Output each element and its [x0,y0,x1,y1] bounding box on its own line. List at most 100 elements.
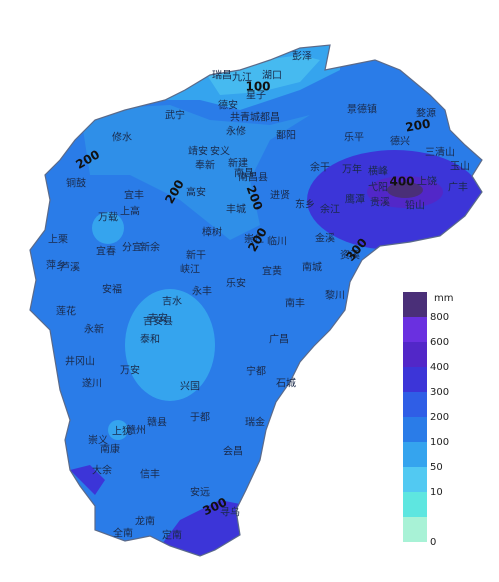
place-name: 余干 [310,161,330,174]
place-name: 彭泽 [292,50,312,63]
place-name: 定南 [162,529,182,542]
place-name: 丰城 [226,203,246,216]
place-name: 上犹 [112,426,132,438]
legend-label: 400 [430,362,449,373]
place-name: 安远 [190,486,210,499]
zone-dayu [70,465,105,495]
place-name: 龙南 [135,515,155,528]
place-name: 共青城 [230,111,260,124]
place-name: 万年 [342,163,362,176]
place-name: 崇仁 [244,234,264,246]
place-name: 鄱阳 [276,129,296,142]
place-name: 横峰 [368,165,388,178]
place-name: 吉安 [148,312,168,325]
place-name: 安义 [210,145,230,158]
place-name: 崇义 [88,435,108,447]
legend-label: 800 [430,312,449,323]
place-name: 吉安县 [143,315,173,328]
legend-label: 300 [430,387,449,398]
place-name: 芦溪 [60,262,80,274]
place-name: 宜春 [96,245,116,258]
place-name: 铜鼓 [66,177,86,190]
place-name: 新干 [186,249,206,262]
place-name: 上高 [120,205,140,218]
place-name: 万载 [98,212,118,224]
zone-core [387,182,423,198]
legend-swatch [403,417,427,442]
place-name: 星子 [246,90,266,102]
place-name: 进贤 [270,190,290,202]
legend-swatch [403,342,427,367]
legend-label: 10 [430,487,443,498]
contour-label: 200 [404,116,431,134]
place-name: 广丰 [448,181,468,194]
place-name: 南昌县 [238,171,268,184]
place-name: 德安 [218,99,238,112]
place-name: 寻乌 [220,506,240,519]
place-name: 泰和 [140,333,160,346]
place-name: 上栗 [48,234,68,246]
place-name: 樟树 [202,226,222,239]
place-name: 井冈山 [65,355,95,368]
legend-label: 0 [430,537,436,548]
place-name: 石城 [276,378,296,390]
legend-swatch [403,492,427,517]
place-name: 峡江 [180,263,200,276]
place-name: 万安 [120,364,140,377]
place-name: 瑞金 [245,416,265,429]
place-name: 乐平 [344,132,364,144]
place-name: 新建 [228,157,248,170]
place-name: 黎川 [325,289,345,302]
place-name: 赣州 [126,424,146,437]
place-name: 资溪 [340,250,360,262]
legend-swatch [403,442,427,467]
place-name: 三清山 [425,146,455,159]
place-name: 永修 [226,125,246,138]
place-name: 瑞昌 [212,70,232,82]
place-name: 莲花 [56,305,76,318]
place-name: 余江 [320,203,340,216]
legend-label: 50 [430,462,443,473]
place-name: 鹰潭 [345,193,365,206]
place-name: 都昌 [260,112,280,124]
place-name: 宜黄 [262,265,282,278]
place-name: 宜丰 [124,189,144,202]
legend-label: 200 [430,412,449,423]
place-name: 赣县 [147,416,167,429]
place-name: 湖口 [262,70,282,82]
place-name: 吉水 [162,296,182,308]
legend-swatch [403,517,427,542]
zone-50 [205,55,320,95]
place-name: 新余 [140,241,160,254]
contour-label: 100 [245,80,270,94]
legend-unit: mm [434,293,453,304]
place-name: 遂川 [82,377,102,390]
zone-wanzai [92,212,124,244]
place-name: 景德镇 [347,103,377,116]
contour-label: 400 [389,175,414,189]
place-name: 金溪 [315,232,335,245]
place-name: 宁都 [246,365,266,378]
legend-top-swatch [403,292,427,317]
place-name: 会昌 [223,445,243,458]
place-name: 弋阳 [368,181,388,194]
place-name: 铅山 [405,199,425,212]
place-name: 德兴 [390,135,410,148]
place-name: 九江 [232,72,252,84]
zone-jian [125,289,215,401]
place-name: 临川 [267,235,287,248]
legend-label: 100 [430,437,449,448]
place-name: 信丰 [140,468,160,481]
place-name: 永新 [84,323,104,336]
place-name: 南城 [302,261,322,274]
place-name: 乐安 [226,277,246,290]
place-name: 修水 [112,131,132,144]
place-name: 大余 [92,464,112,477]
legend-swatch [403,317,427,342]
place-name: 奉新 [195,159,215,172]
place-name: 广昌 [269,334,289,346]
place-name: 南丰 [285,297,305,310]
place-name: 玉山 [450,161,470,173]
